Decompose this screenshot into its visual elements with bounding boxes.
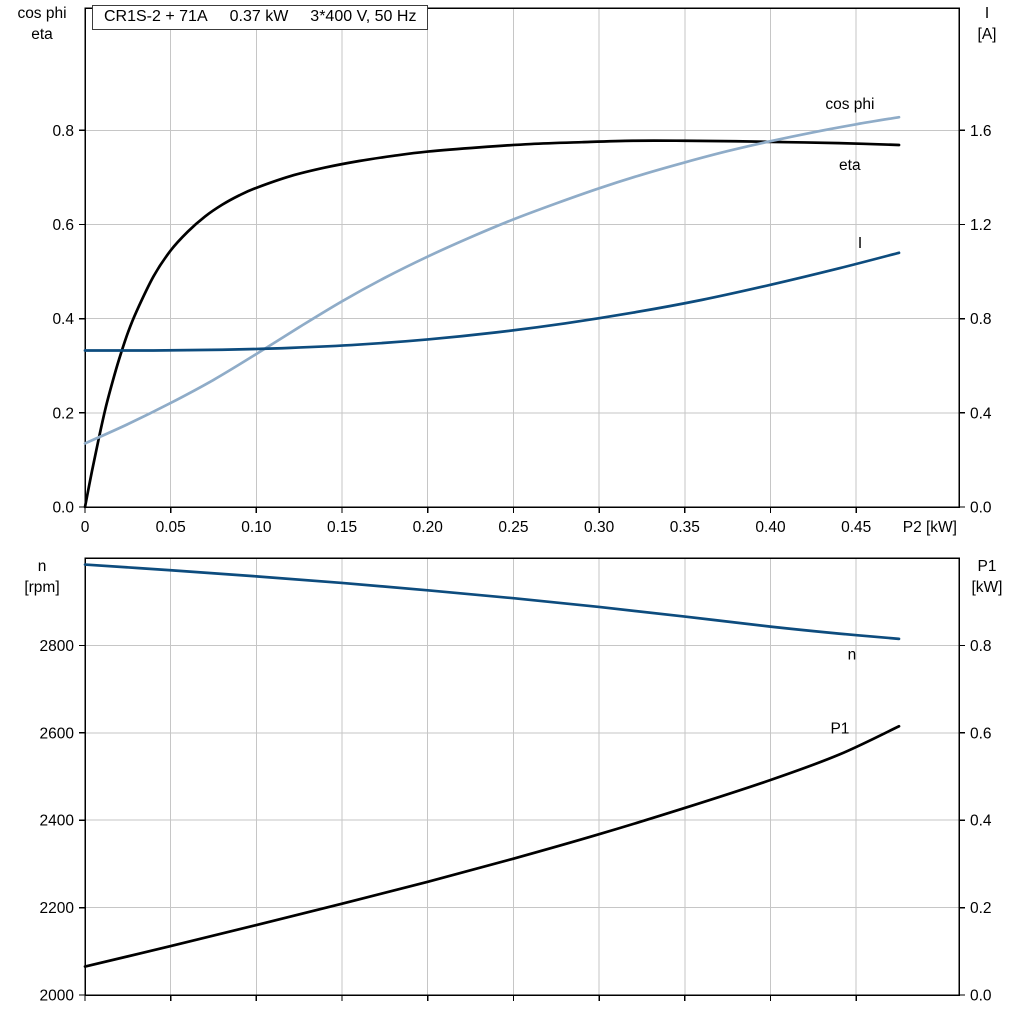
y-left-tick-label: 2400	[40, 813, 75, 830]
y-left-tick-label: 2800	[40, 638, 75, 655]
axis-title-speed: n	[37, 558, 47, 575]
y-right-tick-label: 0.0	[970, 500, 992, 517]
x-tick-label: 0.10	[241, 519, 272, 536]
y-right-tick-label: 1.6	[970, 123, 992, 140]
y-left-tick-label: 0.6	[52, 217, 74, 234]
y-right-tick-label: 0.4	[970, 405, 992, 422]
curve-cos-phi	[83, 115, 901, 445]
gridlines	[85, 8, 959, 507]
y-left-tick-label: 0.4	[52, 311, 74, 328]
tick-marks	[79, 644, 965, 1001]
plot-frame	[84, 557, 960, 996]
curve-current-I	[83, 251, 901, 352]
curve-label-cos-phi: cos phi	[825, 96, 874, 113]
y-right-tick-label: 0.4	[970, 813, 992, 830]
x-tick-label: 0.40	[755, 519, 786, 536]
y-right-tick-label: 0.8	[970, 638, 992, 655]
y-right-tick-label: 0.6	[970, 725, 992, 742]
x-tick-label: 0	[81, 519, 90, 536]
bottom-left-axis-title: n [rpm]	[2, 556, 82, 598]
tick-marks	[79, 129, 965, 513]
y-right-tick-label: 0.0	[970, 988, 992, 1005]
x-tick-label: 0.05	[156, 519, 186, 536]
axis-title-p1-unit: [kW]	[971, 579, 1003, 596]
curve-input-power-P1	[83, 724, 901, 968]
x-tick-label: 0.25	[498, 519, 528, 536]
pump-model: CR1S-2 + 71A	[104, 8, 208, 25]
y-left-tick-label: 0.8	[52, 123, 74, 140]
y-left-tick-label: 2600	[40, 725, 75, 742]
curve-speed-n	[83, 563, 901, 641]
y-left-tick-label: 0.0	[52, 500, 74, 517]
y-right-tick-label: 0.2	[970, 900, 992, 917]
y-left-tick-label: 2200	[40, 900, 75, 917]
axis-title-current-unit: [A]	[977, 26, 997, 43]
axis-title-speed-unit: [rpm]	[24, 579, 60, 596]
curve-label-current-I: I	[858, 235, 862, 252]
gridlines	[85, 558, 959, 995]
curve-eta	[83, 139, 901, 509]
curve-label-input-power-P1: P1	[830, 721, 849, 738]
motor-power: 0.37 kW	[229, 8, 289, 25]
bottom-right-axis-title: P1 [kW]	[955, 556, 1019, 598]
x-tick-label: 0.20	[413, 519, 444, 536]
axis-title-eta: eta	[31, 26, 53, 43]
plot-frame	[84, 7, 960, 508]
y-left-tick-label: 0.2	[52, 405, 74, 422]
axis-title-cos-phi: cos phi	[17, 5, 67, 22]
axis-title-p1: P1	[977, 558, 997, 575]
y-right-tick-label: 0.8	[970, 311, 992, 328]
x-tick-label: 0.30	[584, 519, 615, 536]
x-tick-label: 0.45	[841, 519, 871, 536]
supply-voltage: 3*400 V, 50 Hz	[310, 8, 417, 25]
x-tick-label: 0.15	[327, 519, 357, 536]
x-axis-label: P2 [kW]	[903, 519, 957, 536]
curve-label-eta: eta	[839, 157, 861, 174]
curve-label-speed-n: n	[848, 646, 857, 663]
top-left-axis-title: cos phi eta	[2, 3, 82, 45]
axis-title-current: I	[984, 5, 990, 22]
panel-speed-inputpower: 2000 2200 2400 2600 2800 0.0 0.2 0.4 0.6 0.8 n P1	[40, 557, 992, 1005]
chart-title-box: CR1S-2 + 71A 0.37 kW 3*400 V, 50 Hz	[92, 5, 429, 30]
panel-efficiency-cosphi-current: 0.0 0.2 0.4 0.6 0.8 0.0 0.4 0.8 1.2 1.6 0 0.05 0.10 0…	[52, 7, 992, 536]
y-left-tick-label: 2000	[40, 988, 75, 1005]
y-right-tick-label: 1.2	[970, 217, 992, 234]
top-right-axis-title: I [A]	[955, 3, 1019, 45]
x-tick-label: 0.35	[670, 519, 700, 536]
